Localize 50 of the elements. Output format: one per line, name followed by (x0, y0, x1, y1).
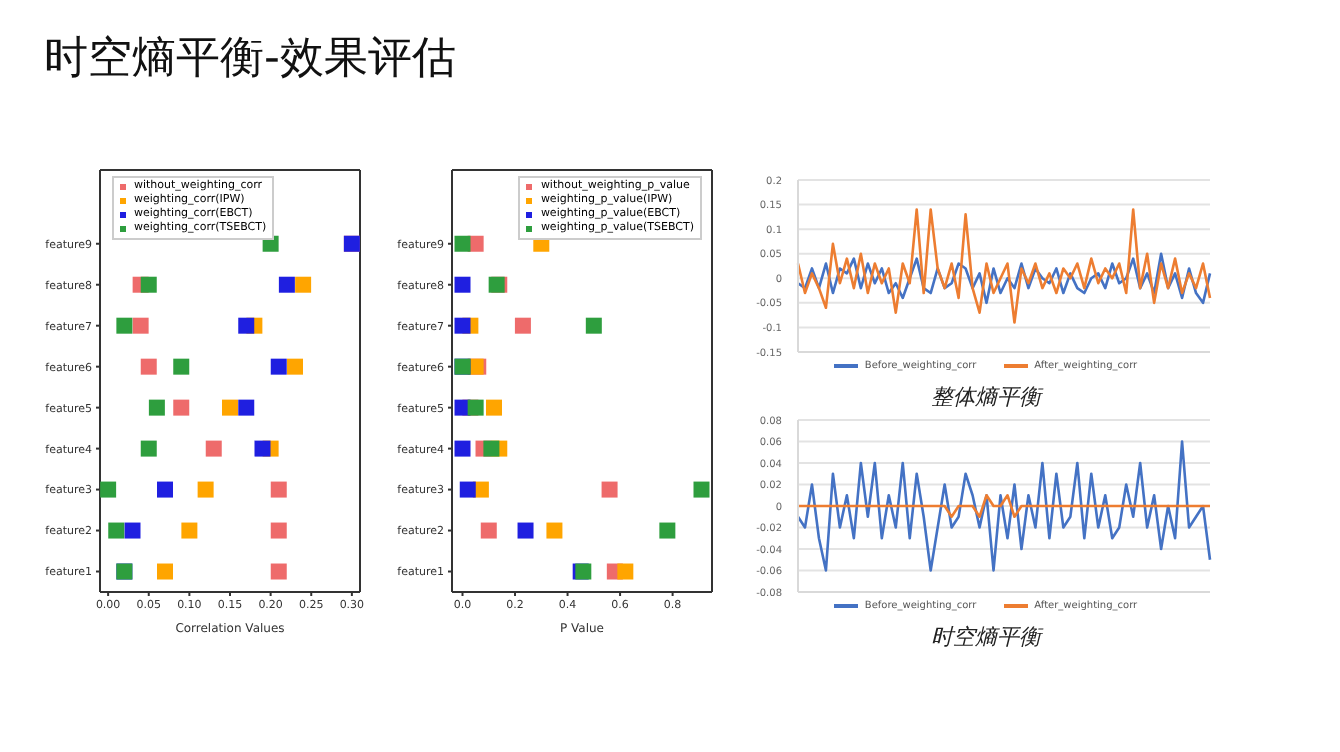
point (278, 276, 295, 293)
point (454, 317, 471, 334)
chart-title: 时空熵平衡-效果评估 (44, 32, 456, 88)
point (287, 358, 303, 375)
point (467, 399, 484, 416)
point (617, 563, 634, 580)
point (173, 399, 190, 416)
point (254, 440, 271, 457)
point (100, 481, 117, 498)
point (659, 522, 676, 539)
point (140, 276, 157, 293)
point (157, 481, 173, 498)
line-series (796, 252, 1212, 305)
point (601, 481, 618, 498)
point (205, 440, 222, 457)
point (270, 522, 287, 539)
point (693, 481, 710, 498)
point (454, 235, 471, 252)
point (140, 440, 157, 457)
line-series (796, 208, 1212, 324)
line-series (796, 440, 1212, 572)
point (238, 317, 255, 334)
point (140, 358, 157, 375)
point (517, 522, 534, 539)
point (197, 481, 214, 498)
point (132, 317, 149, 334)
point (157, 563, 173, 580)
point (181, 522, 198, 539)
point (238, 399, 255, 416)
point (295, 276, 312, 293)
point (483, 440, 500, 457)
point (173, 358, 190, 375)
point (270, 563, 287, 580)
point (486, 399, 503, 416)
point (270, 481, 287, 498)
point (148, 399, 165, 416)
point (454, 276, 471, 293)
point (124, 522, 141, 539)
point (454, 440, 471, 457)
point (585, 317, 602, 334)
point (459, 481, 476, 498)
point (514, 317, 531, 334)
point (108, 522, 125, 539)
point (480, 522, 497, 539)
text: 整体熵平衡 (929, 382, 1046, 412)
point (116, 317, 133, 334)
text: 时空熵平衡 (929, 622, 1046, 652)
point (222, 399, 238, 416)
point (546, 522, 563, 539)
point (270, 358, 287, 375)
